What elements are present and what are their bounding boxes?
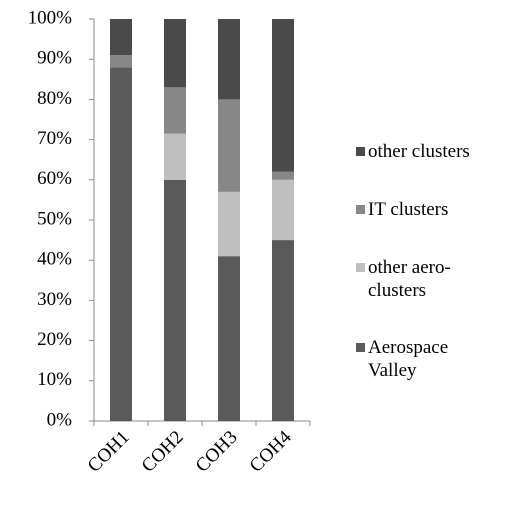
bar-segment xyxy=(218,256,240,421)
bar-segment xyxy=(110,67,132,422)
legend-label: other clusters xyxy=(368,141,470,162)
legend-item: IT clusters xyxy=(356,198,496,221)
bar-segment xyxy=(272,240,294,421)
bar-segment xyxy=(218,99,240,192)
bar-segment xyxy=(164,87,186,134)
bar-segment xyxy=(218,19,240,100)
bar-segment xyxy=(272,19,294,172)
y-tick-label: 20% xyxy=(37,329,72,350)
legend-label: IT clusters xyxy=(368,199,449,220)
bar-segment xyxy=(272,179,294,241)
y-tick-label: 50% xyxy=(37,208,72,229)
legend-swatch xyxy=(356,205,365,214)
y-tick-label: 0% xyxy=(47,409,73,430)
x-tick-label: COH4 xyxy=(246,426,296,476)
bar-segment xyxy=(110,19,132,56)
legend-swatch xyxy=(356,343,365,352)
legend-label: Aerospace Valley xyxy=(368,337,449,381)
legend-swatch xyxy=(356,263,365,272)
legend-item: Aerospace Valley xyxy=(356,336,496,382)
y-tick-label: 100% xyxy=(28,7,73,28)
bar-segment xyxy=(164,179,186,421)
y-tick-label: 80% xyxy=(37,88,72,109)
bar-segment xyxy=(110,55,132,68)
y-tick-label: 40% xyxy=(37,249,72,270)
legend-item: other aero-clusters xyxy=(356,256,496,302)
bar-segment xyxy=(218,191,240,257)
x-tick-label: COH3 xyxy=(192,427,242,477)
x-tick-label: COH2 xyxy=(138,427,188,477)
bar-segment xyxy=(164,19,186,88)
bar-segment xyxy=(164,133,186,180)
y-tick-label: 60% xyxy=(37,168,72,189)
y-tick-label: 70% xyxy=(37,128,72,149)
y-tick-label: 90% xyxy=(37,48,72,69)
y-tick-label: 30% xyxy=(37,289,72,310)
legend-label: other aero-clusters xyxy=(368,257,451,301)
bar-segment xyxy=(272,171,294,180)
legend-item: other clusters xyxy=(356,140,496,163)
y-tick-label: 10% xyxy=(37,369,72,390)
legend-swatch xyxy=(356,147,365,156)
x-tick-label: COH1 xyxy=(84,427,134,477)
